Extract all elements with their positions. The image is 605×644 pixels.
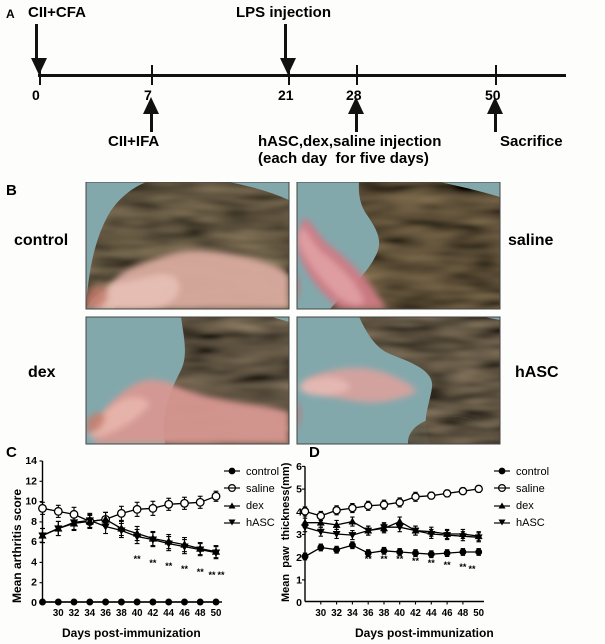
svg-text:0: 0: [296, 597, 302, 609]
svg-text:44: 44: [163, 608, 174, 619]
svg-text:**: **: [208, 570, 216, 580]
svg-text:**: **: [380, 554, 388, 564]
svg-text:**: **: [459, 562, 467, 572]
svg-text:**: **: [365, 554, 373, 564]
svg-text:6: 6: [296, 461, 302, 473]
svg-text:control: control: [516, 466, 549, 478]
svg-text:**: **: [468, 564, 476, 574]
svg-text:4: 4: [31, 556, 37, 568]
svg-text:34: 34: [84, 608, 95, 619]
svg-text:38: 38: [116, 608, 127, 619]
svg-text:**: **: [181, 564, 189, 574]
svg-text:6: 6: [31, 536, 37, 548]
svg-text:**: **: [197, 567, 205, 577]
svg-text:**: **: [217, 570, 225, 580]
svg-text:14: 14: [25, 455, 37, 467]
svg-text:48: 48: [195, 608, 206, 619]
svg-text:38: 38: [379, 608, 390, 619]
svg-text:1: 1: [296, 575, 302, 587]
svg-text:hASC: hASC: [246, 517, 275, 529]
svg-text:**: **: [165, 561, 173, 571]
svg-text:12: 12: [25, 475, 37, 487]
svg-text:hASC: hASC: [516, 517, 545, 529]
svg-text:34: 34: [347, 608, 358, 619]
svg-text:48: 48: [458, 608, 469, 619]
svg-text:42: 42: [410, 608, 421, 619]
svg-text:2: 2: [31, 577, 37, 589]
svg-text:dex: dex: [516, 500, 534, 512]
svg-text:**: **: [396, 554, 404, 564]
svg-text:30: 30: [53, 608, 64, 619]
svg-text:30: 30: [315, 608, 326, 619]
svg-text:50: 50: [473, 608, 484, 619]
svg-text:control: control: [246, 466, 279, 478]
svg-text:**: **: [149, 558, 157, 568]
svg-text:3: 3: [296, 529, 302, 541]
svg-text:46: 46: [442, 608, 453, 619]
svg-text:46: 46: [179, 608, 190, 619]
svg-text:saline: saline: [246, 483, 275, 495]
svg-text:5: 5: [296, 484, 302, 496]
svg-text:32: 32: [331, 608, 342, 619]
svg-text:50: 50: [211, 608, 222, 619]
svg-text:0: 0: [31, 597, 37, 609]
svg-text:42: 42: [148, 608, 159, 619]
svg-text:40: 40: [132, 608, 143, 619]
svg-text:**: **: [134, 554, 142, 564]
svg-text:40: 40: [394, 608, 405, 619]
svg-text:**: **: [412, 556, 420, 566]
svg-text:36: 36: [363, 608, 374, 619]
svg-text:10: 10: [25, 496, 37, 508]
svg-text:saline: saline: [516, 483, 545, 495]
svg-text:**: **: [444, 560, 452, 570]
svg-text:44: 44: [426, 608, 437, 619]
svg-text:**: **: [428, 558, 436, 568]
svg-text:36: 36: [100, 608, 111, 619]
svg-text:8: 8: [31, 516, 37, 528]
svg-text:2: 2: [296, 552, 302, 564]
svg-text:dex: dex: [246, 500, 264, 512]
svg-text:32: 32: [69, 608, 80, 619]
